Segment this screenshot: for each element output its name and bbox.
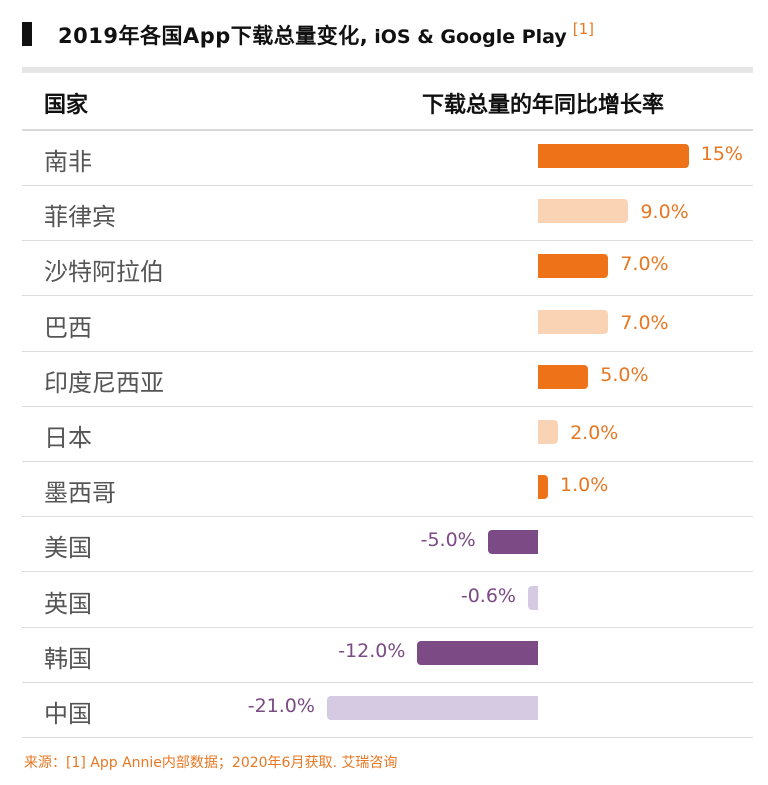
- chart-row: 印度尼西亚 5.0%: [22, 351, 753, 407]
- title-main: 2019年各国App下载总量变化,: [58, 24, 369, 48]
- data-label: 7.0%: [620, 311, 669, 334]
- data-label: 5.0%: [600, 363, 649, 386]
- chart-row: 美国 -5.0%: [22, 516, 753, 573]
- chart-row: 韩国 -12.0%: [22, 627, 753, 683]
- bar: [538, 364, 589, 389]
- bar: [528, 585, 538, 610]
- chart-row: 英国 -0.6%: [22, 572, 753, 628]
- category-label: 韩国: [44, 644, 92, 673]
- category-label: 菲律宾: [44, 203, 116, 232]
- chart-row: 南非 15%: [22, 130, 753, 186]
- data-label: 2.0%: [570, 422, 619, 444]
- data-label: -12.0%: [338, 639, 406, 662]
- bar: [538, 475, 549, 500]
- title-reference-link[interactable]: [1]: [572, 20, 595, 38]
- data-label: 7.0%: [620, 253, 669, 276]
- chart-row: 巴西 7.0%: [22, 296, 753, 352]
- title-marker: [22, 22, 32, 46]
- category-label: 英国: [44, 589, 92, 618]
- chart-row: 中国 -21.0%: [22, 682, 753, 738]
- top-rule: [22, 67, 753, 73]
- data-label: 1.0%: [560, 474, 609, 497]
- bar: [538, 420, 559, 444]
- chart-row: 日本 2.0%: [22, 406, 753, 462]
- title-subtitle: iOS & Google Play: [374, 26, 567, 48]
- category-label: 印度尼西亚: [44, 368, 164, 397]
- chart-title: 2019年各国App下载总量变化, iOS & Google Play [1]: [58, 20, 594, 50]
- category-label: 中国: [44, 700, 92, 728]
- data-label: -21.0%: [247, 695, 315, 717]
- chart-row: 沙特阿拉伯 7.0%: [22, 240, 753, 297]
- column-header-country: 国家: [44, 93, 89, 118]
- chart-row: 墨西哥 1.0%: [22, 461, 753, 518]
- bar: [417, 640, 538, 665]
- header-rule: [22, 129, 753, 131]
- chart-row: 菲律宾 9.0%: [22, 185, 753, 242]
- bar: [538, 144, 689, 168]
- bar: [538, 254, 609, 279]
- column-header-growth: 下载总量的年同比增长率: [422, 93, 665, 118]
- data-label: -0.6%: [460, 584, 516, 607]
- data-label: 9.0%: [640, 201, 689, 224]
- category-label: 沙特阿拉伯: [44, 258, 164, 287]
- category-label: 墨西哥: [44, 479, 116, 508]
- category-label: 巴西: [44, 313, 92, 342]
- category-label: 日本: [44, 424, 92, 452]
- bar: [487, 530, 538, 555]
- source-note: 来源：[1] App Annie内部数据；2020年6月获取. 艾瑞咨询: [24, 755, 398, 771]
- category-label: 南非: [44, 148, 92, 176]
- table-header: 国家 下载总量的年同比增长率: [22, 74, 753, 130]
- bar: [538, 199, 629, 224]
- category-label: 美国: [44, 534, 92, 563]
- data-label: 15%: [700, 143, 743, 165]
- bar: [326, 696, 538, 720]
- data-label: -5.0%: [420, 529, 476, 552]
- bar: [538, 309, 609, 334]
